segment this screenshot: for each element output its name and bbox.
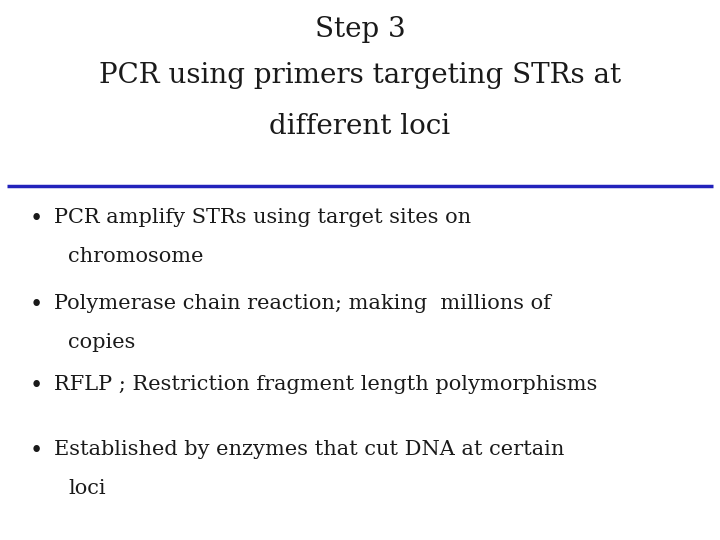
Text: Polymerase chain reaction; making  millions of: Polymerase chain reaction; making millio… [54,294,551,313]
Text: •: • [30,440,43,462]
Text: •: • [30,208,43,230]
Text: •: • [30,375,43,397]
Text: loci: loci [68,479,106,498]
Text: •: • [30,294,43,316]
Text: chromosome: chromosome [68,247,204,266]
Text: PCR amplify STRs using target sites on: PCR amplify STRs using target sites on [54,208,471,227]
Text: PCR using primers targeting STRs at: PCR using primers targeting STRs at [99,62,621,89]
Text: different loci: different loci [269,113,451,140]
Text: copies: copies [68,333,136,352]
Text: RFLP ; Restriction fragment length polymorphisms: RFLP ; Restriction fragment length polym… [54,375,598,394]
Text: Step 3: Step 3 [315,16,405,43]
Text: Established by enzymes that cut DNA at certain: Established by enzymes that cut DNA at c… [54,440,564,459]
